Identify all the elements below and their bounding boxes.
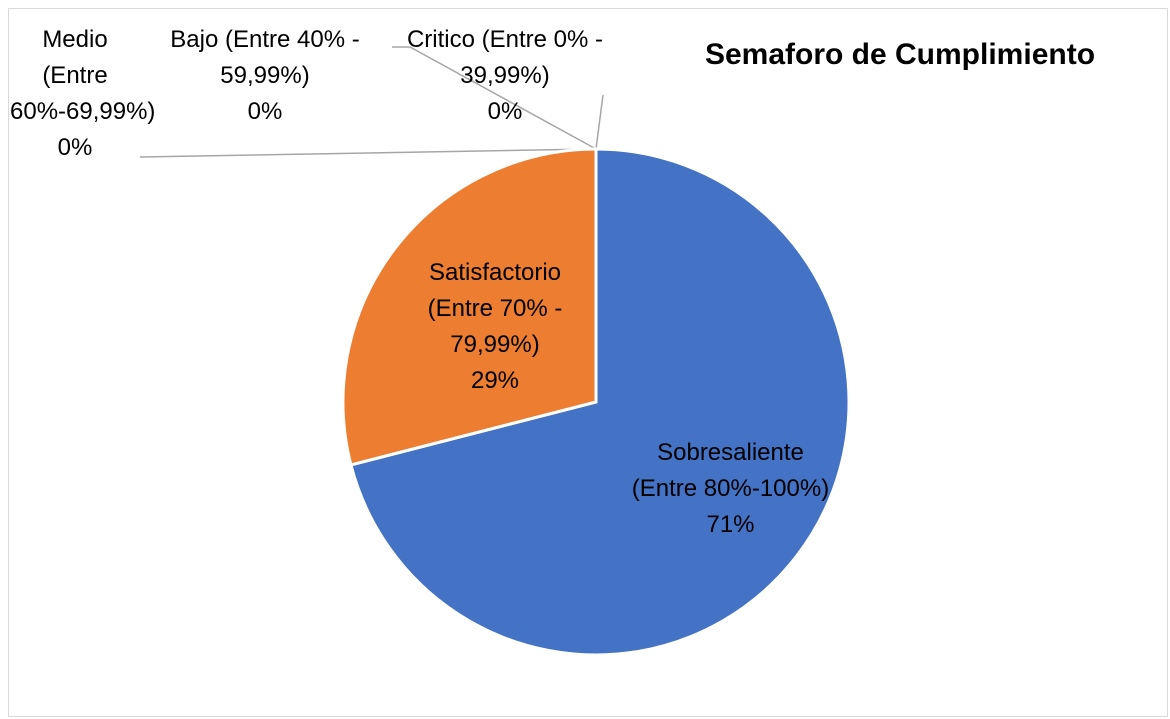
pie-slice xyxy=(349,147,851,657)
pie-slice xyxy=(341,147,598,467)
category-label: Bajo (Entre 40% - 59,99%) xyxy=(170,26,360,89)
value-label: 29% xyxy=(470,367,520,394)
category-label: Satisfactorio (Entre 70% - 79,99%) xyxy=(427,259,563,358)
value-label: 0% xyxy=(247,98,283,125)
data-label: Satisfactorio (Entre 70% - 79,99%) 29% xyxy=(395,255,595,399)
data-label: Medio (Entre 60%-69,99%) 0% xyxy=(10,22,155,166)
category-label: Critico (Entre 0% - 39,99%) xyxy=(406,26,604,89)
chart-frame xyxy=(8,8,1168,717)
chart-title: Semaforo de Cumplimiento xyxy=(704,38,1096,71)
value-label: 0% xyxy=(57,134,93,161)
data-label: Sobresaliente (Entre 80%-100%) 71% xyxy=(628,435,833,543)
value-label: 71% xyxy=(706,511,755,538)
category-label: Sobresaliente (Entre 80%-100%) xyxy=(631,439,830,502)
leader-line xyxy=(139,148,597,158)
data-label: Bajo (Entre 40% - 59,99%) 0% xyxy=(160,22,370,130)
leader-line xyxy=(595,94,604,150)
category-label: Medio (Entre 60%-69,99%) xyxy=(10,26,156,125)
data-label: Critico (Entre 0% - 39,99%) 0% xyxy=(405,22,605,130)
leader-line xyxy=(392,46,597,150)
value-label: 0% xyxy=(487,98,523,125)
